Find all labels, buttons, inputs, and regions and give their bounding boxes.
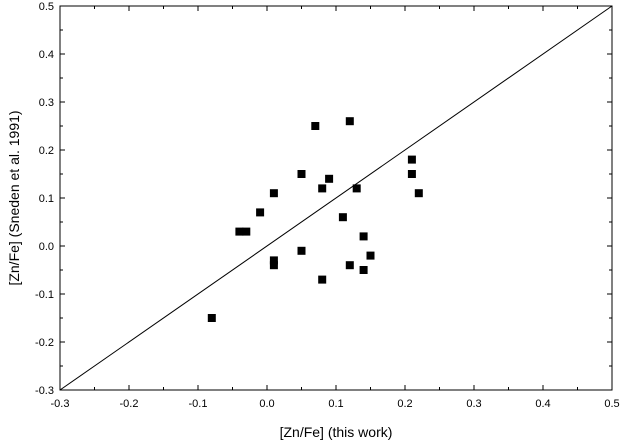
data-point xyxy=(318,184,327,193)
y-axis-label: [Zn/Fe] (Sneden et al. 1991) xyxy=(6,110,22,285)
y-tick-label: -0.3 xyxy=(35,385,54,397)
data-point xyxy=(359,266,368,274)
data-point xyxy=(407,170,416,178)
data-point xyxy=(242,227,251,236)
data-point xyxy=(345,117,354,126)
x-tick-label: -0.1 xyxy=(189,398,208,410)
data-point xyxy=(269,189,278,198)
data-point xyxy=(359,232,368,241)
x-axis-label: [Zn/Fe] (this work) xyxy=(280,424,393,440)
x-tick-label: 0.4 xyxy=(535,398,550,410)
x-tick-label: 0.3 xyxy=(466,398,481,410)
data-point xyxy=(352,184,361,193)
y-tick-label: 0.4 xyxy=(39,49,54,61)
y-tick-label: 0.5 xyxy=(39,1,54,13)
data-point xyxy=(345,261,354,270)
x-tick-label: -0.2 xyxy=(120,398,139,410)
data-point xyxy=(325,174,334,183)
y-tick-label: 0.2 xyxy=(39,145,54,157)
data-point xyxy=(366,251,375,260)
x-tick-label: 0.1 xyxy=(328,398,343,410)
data-point xyxy=(269,256,278,265)
reference-line-layer xyxy=(59,5,613,391)
plot-frame xyxy=(59,5,613,391)
data-point xyxy=(269,261,278,270)
x-tick-label: -0.3 xyxy=(51,398,70,410)
y-tick-label: -0.1 xyxy=(35,289,54,301)
y-tick-label: 0.3 xyxy=(39,97,54,109)
data-point xyxy=(207,314,216,322)
data-point xyxy=(414,189,423,198)
data-point xyxy=(297,170,306,178)
x-tick-label: 0.5 xyxy=(604,398,619,410)
data-point xyxy=(235,227,244,236)
x-tick-label: 0.0 xyxy=(259,398,274,410)
points-layer xyxy=(207,117,423,322)
data-point xyxy=(407,155,416,164)
y-tick-label: -0.2 xyxy=(35,337,54,349)
data-point xyxy=(297,246,306,255)
data-point xyxy=(338,213,347,222)
y-tick-label: 0.1 xyxy=(39,193,54,205)
x-tick-label: 0.2 xyxy=(397,398,412,410)
ticks-layer: -0.3 -0.2 -0.1 0.0 0.1 0.2 0.3 0.4 0.5 -0.3 -0.2 -0… xyxy=(35,1,620,410)
data-point xyxy=(256,208,265,217)
y-tick-label: 0.0 xyxy=(39,241,54,253)
data-point xyxy=(318,275,327,284)
identity-reference-line xyxy=(59,5,613,391)
data-point xyxy=(311,122,320,130)
